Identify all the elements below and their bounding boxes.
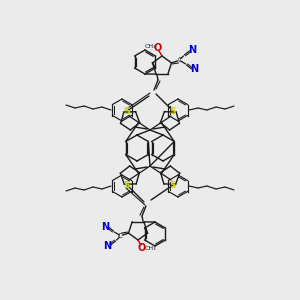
- Text: S: S: [124, 106, 130, 116]
- Text: N: N: [190, 64, 199, 74]
- Text: C: C: [118, 233, 123, 239]
- Text: O: O: [154, 43, 162, 53]
- Text: N: N: [188, 45, 196, 55]
- Text: N: N: [101, 222, 110, 232]
- Text: S: S: [170, 181, 176, 190]
- Text: CH₃: CH₃: [144, 247, 156, 251]
- Text: S: S: [124, 181, 130, 190]
- Text: N: N: [103, 241, 112, 251]
- Text: S: S: [170, 106, 176, 116]
- Text: CH₃: CH₃: [144, 44, 156, 50]
- Text: C: C: [177, 57, 182, 63]
- Text: O: O: [138, 243, 146, 253]
